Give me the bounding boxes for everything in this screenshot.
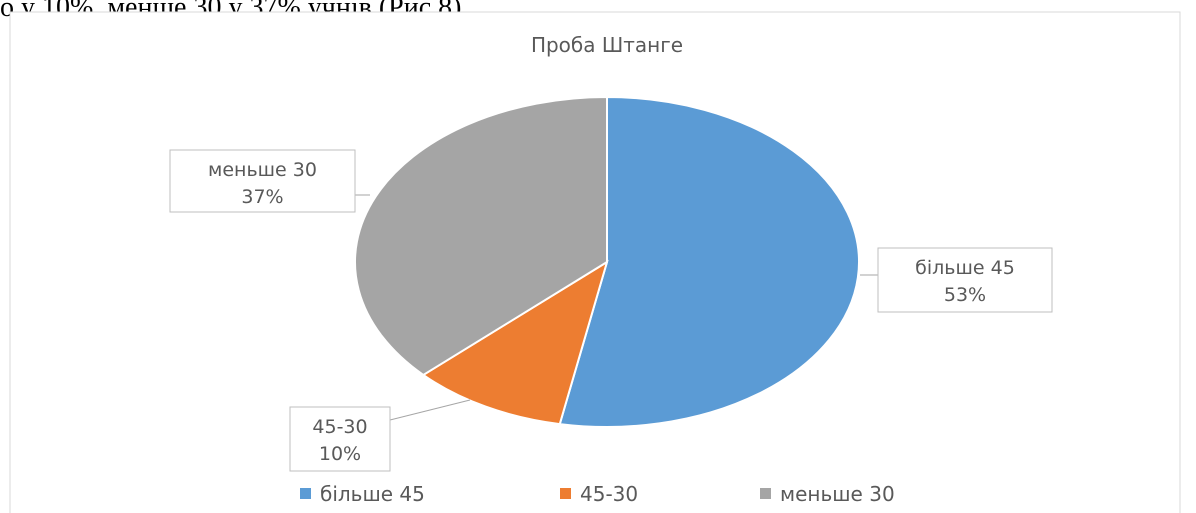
pie-slice: [558, 95, 860, 428]
legend-swatch: [760, 488, 771, 499]
data-label-box: [289, 406, 391, 472]
data-label-name: меньше 30: [208, 159, 317, 181]
legend-label: 45-30: [580, 482, 638, 506]
pie-slice: [354, 95, 608, 377]
data-label-value: 53%: [944, 284, 986, 306]
leader-line: [389, 399, 471, 421]
data-label-name: 45-30: [312, 416, 367, 438]
legend-swatch: [300, 488, 311, 499]
data-label-name: більше 45: [915, 257, 1015, 279]
data-label-value: 10%: [319, 443, 361, 465]
chart-title: Проба Штанге: [531, 33, 683, 57]
data-label-box: [877, 247, 1053, 313]
legend-label: більше 45: [320, 482, 425, 506]
pie-slice: [421, 259, 609, 426]
legend-swatch: [560, 488, 571, 499]
data-label-box: [169, 149, 356, 213]
legend-label: меньше 30: [780, 482, 895, 506]
data-label-value: 37%: [241, 186, 283, 208]
